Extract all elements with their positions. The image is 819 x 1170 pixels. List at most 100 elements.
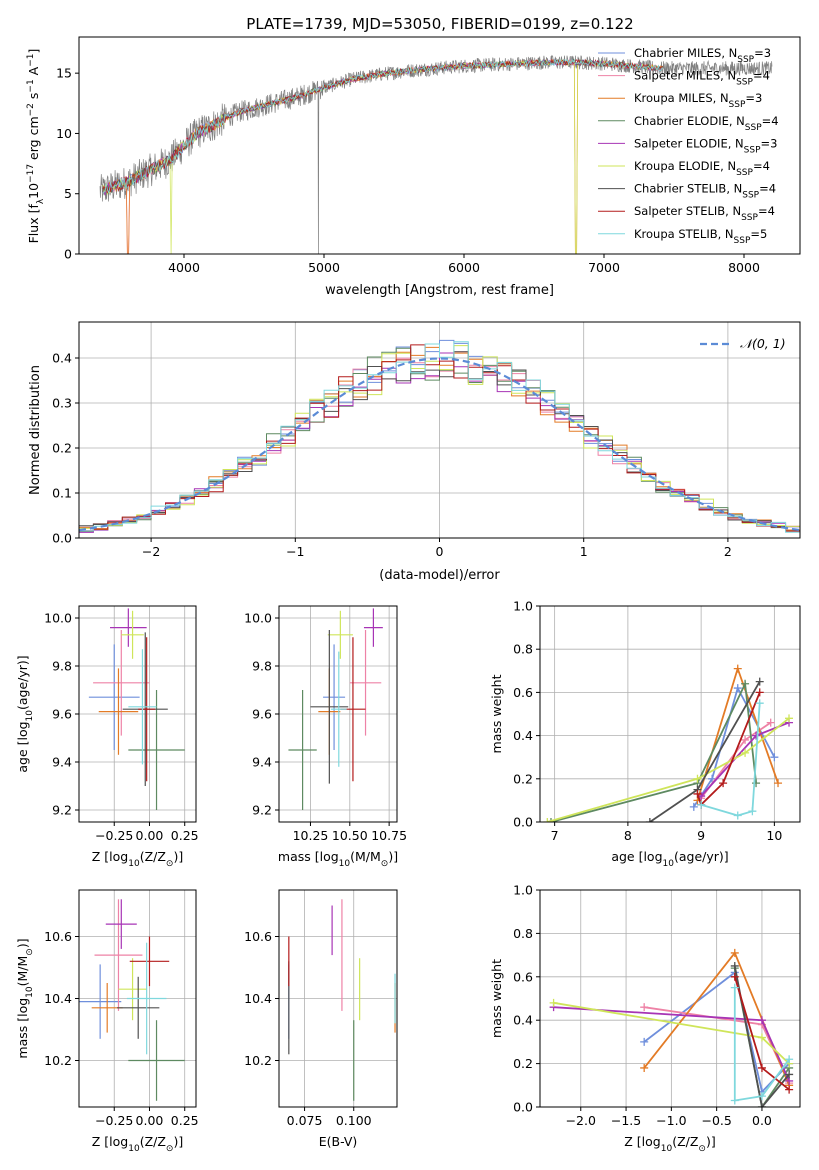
model-spectrum-line <box>102 58 664 194</box>
weight-marker <box>757 1063 766 1072</box>
y-tick-label: 10.6 <box>44 929 72 944</box>
y-tick-label: 0.8 <box>513 926 533 941</box>
x-tick-label: 10.75 <box>371 828 407 843</box>
weight-marker <box>752 731 761 740</box>
legend-entry: Chabrier STELIB, NSSP=4 <box>634 182 776 201</box>
weight-marker <box>785 714 794 723</box>
weight-marker <box>757 1103 766 1107</box>
legend-entry: Salpeter ELODIE, NSSP=3 <box>634 136 777 155</box>
x-tick-label: 0.00 <box>136 1113 164 1128</box>
weight-marker <box>785 1055 794 1064</box>
mass-vs-EBV-axes: 0.075 0.100 10.2 10.4 10.6 E(B-V) <box>244 889 398 1149</box>
x-tick-label: 7 <box>551 828 559 843</box>
legend: 𝒩(0, 1) <box>700 336 786 351</box>
weight-marker <box>730 983 739 992</box>
weight-marker <box>693 789 702 798</box>
y-tick-label: 0.6 <box>513 969 533 984</box>
y-tick-label: 10.0 <box>44 611 72 626</box>
y-tick-label: 0.0 <box>52 531 72 546</box>
weight-marker <box>640 1037 649 1046</box>
x-tick-label: 0.0 <box>752 1113 772 1128</box>
legend-entry: Kroupa STELIB, NSSP=5 <box>634 227 767 246</box>
y-axis-label: Normed distribution <box>28 365 43 495</box>
y-tick-label: 1.0 <box>513 883 533 898</box>
x-tick-label: 10.50 <box>332 828 368 843</box>
weight-vs-age-lines <box>543 664 794 822</box>
x-tick-label: 0.00 <box>136 828 164 843</box>
y-axis-label: age [log10(age/yr)] <box>15 655 35 772</box>
histogram-step <box>79 345 800 530</box>
y-tick-label: 5 <box>64 186 72 201</box>
model-spectrum-line <box>102 59 663 193</box>
y-tick-label: 9.6 <box>52 707 72 722</box>
model-spectrum-line <box>102 58 664 194</box>
y-tick-label: 9.8 <box>252 659 272 674</box>
weight-marker <box>785 1070 794 1079</box>
x-axis-label: Z [log10(Z/Z⊙)] <box>624 1134 715 1154</box>
weight-marker <box>730 961 739 970</box>
legend-entry: 𝒩(0, 1) <box>740 336 786 351</box>
x-axis-label: mass [log10(M/M⊙)] <box>278 849 398 869</box>
histogram-step <box>79 344 800 532</box>
y-axis-label: mass weight <box>489 674 504 753</box>
weight-line <box>696 692 761 807</box>
x-tick-label: 7000 <box>588 260 620 275</box>
weight-marker <box>730 972 739 981</box>
y-tick-label: 10.4 <box>44 991 72 1006</box>
y-tick-label: 10.4 <box>244 991 272 1006</box>
mass-vs-Z-errorbars <box>79 899 185 1101</box>
gaussian-curve <box>79 357 800 532</box>
weight-vs-age-frame <box>539 605 801 823</box>
x-tick-label: 4000 <box>168 260 200 275</box>
y-tick-label: 0.8 <box>513 642 533 657</box>
figure-title: PLATE=1739, MJD=53050, FIBERID=0199, z=0… <box>246 15 633 33</box>
y-tick-label: 9.6 <box>252 707 272 722</box>
weight-marker <box>549 998 558 1007</box>
y-tick-label: 10.2 <box>244 1053 272 1068</box>
y-tick-label: 9.4 <box>252 755 272 770</box>
legend: Chabrier MILES, NSSP=3 Salpeter MILES, NS… <box>598 46 779 246</box>
weight-marker <box>741 679 750 688</box>
y-tick-label: 0.6 <box>513 685 533 700</box>
weight-marker <box>757 1033 766 1042</box>
age-vs-mass-axes: 10.25 10.50 10.75 9.2 9.4 9.6 9.8 10.0 mass [log… <box>244 605 407 869</box>
weight-marker <box>755 677 764 686</box>
weight-marker <box>733 811 742 820</box>
x-tick-label: −2.0 <box>566 1113 596 1128</box>
model-spectrum-line <box>102 58 663 194</box>
weight-marker <box>755 699 764 708</box>
weight-marker <box>733 664 742 673</box>
weight-marker <box>730 948 739 957</box>
y-tick-label: 9.4 <box>52 755 72 770</box>
spectrum-lines <box>99 54 773 254</box>
legend-entry: Salpeter STELIB, NSSP=4 <box>634 204 775 223</box>
x-tick-label: 9 <box>697 828 705 843</box>
x-tick-label: 8000 <box>728 260 760 275</box>
spectrum-frame <box>78 36 801 255</box>
x-tick-label: −1.5 <box>611 1113 641 1128</box>
y-tick-label: 0.0 <box>513 1100 533 1115</box>
weight-marker <box>755 688 764 697</box>
weight-vs-age-axes: 7 8 9 10 0.0 0.2 0.4 0.6 0.8 1.0 age [log10(age/yr… <box>489 599 801 869</box>
weight-marker <box>774 779 783 788</box>
weight-line <box>733 965 790 1107</box>
y-tick-label: 0 <box>64 247 72 262</box>
x-tick-label: 10.25 <box>293 828 329 843</box>
y-tick-label: 0.1 <box>52 486 72 501</box>
legend-entry: Kroupa MILES, NSSP=3 <box>634 91 762 110</box>
x-axis-label: Z [log10(Z/Z⊙)] <box>92 849 183 869</box>
x-tick-label: 1 <box>580 544 588 559</box>
y-axis-label: Flux [fλ10−17 erg cm−2 s−1 A−1] <box>26 49 46 244</box>
x-tick-label: −0.5 <box>701 1113 731 1128</box>
model-spectrum-line <box>102 58 664 254</box>
model-spectrum-line <box>102 58 663 196</box>
y-tick-label: 10.2 <box>44 1053 72 1068</box>
y-tick-label: 1.0 <box>513 599 533 614</box>
y-tick-label: 0.0 <box>513 815 533 830</box>
weight-line <box>547 717 790 822</box>
weight-marker <box>752 779 761 788</box>
histogram-step <box>79 341 800 533</box>
age-vs-mass-errorbars <box>288 608 383 810</box>
mass-vs-EBV-errorbars <box>288 899 396 1101</box>
